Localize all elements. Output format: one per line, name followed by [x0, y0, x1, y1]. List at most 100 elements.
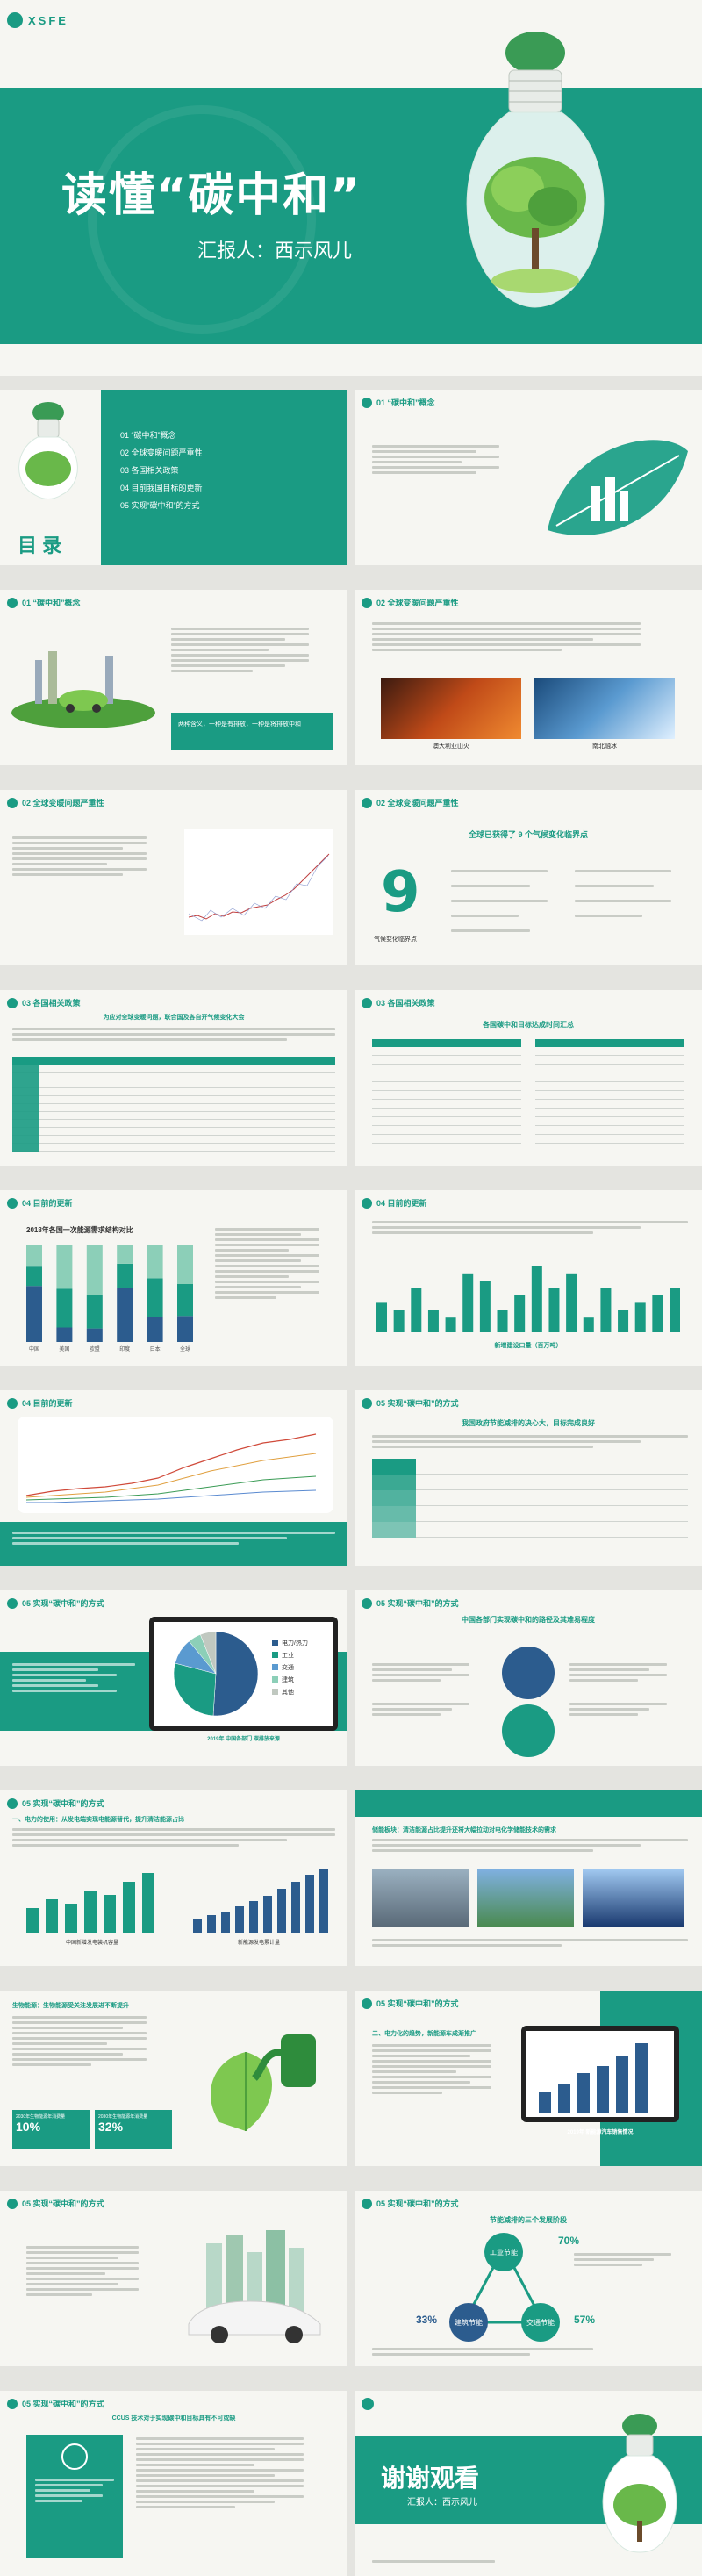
capacity-bar: [411, 1288, 422, 1332]
storage-title: 储能板块：清洁能源占比提升还将大幅拉动对电化学储能技术的需求: [372, 1827, 556, 1833]
toc-item-2[interactable]: 02 全球变暖问题严重性: [120, 448, 203, 457]
power-title: 一、电力的使用：从发电端实现电能源替代，提升清洁能源占比: [12, 1817, 184, 1823]
stage-node-industry: 工业节能: [484, 2233, 523, 2271]
cover-seal-watermark: [88, 105, 316, 334]
storage-text: [372, 1836, 688, 1855]
toc-item-1[interactable]: 01 “碳中和”概念: [120, 431, 176, 440]
concept-intro-text: [372, 442, 521, 477]
ccus-slide: 05 实现“碳中和”的方式 CCUS 技术对于实现碳中和目标具有不可或缺: [0, 2391, 347, 2576]
capacity-caption: 新增建设口量（百万吨）: [494, 1343, 562, 1349]
stacked-bar-segment: [147, 1278, 163, 1317]
tipping-count-label: 气候变化临界点: [374, 936, 417, 943]
pie-slice: [212, 1631, 259, 1717]
toc-item-5[interactable]: 05 实现“碳中和”的方式: [120, 501, 200, 510]
three-stages-slide: 05 实现“碳中和”的方式 节能减排的三个发展阶段 工业节能 建筑节能 交通节能…: [355, 2191, 702, 2366]
country-targets-slide: 03 各国相关政策 各国碳中和目标达成时间汇总: [355, 990, 702, 1166]
section-dot-icon: [7, 1397, 18, 1409]
tipping-list: [451, 867, 688, 935]
photo-ice-melt: [534, 678, 675, 739]
section-header: 02 全球变暖问题严重性: [362, 797, 459, 808]
new-capacity-slide: 04 目前的更新 新增建设口量（百万吨）: [355, 1190, 702, 1366]
section-dot-icon: [362, 1197, 372, 1209]
tipping-subtitle: 全球已获得了 9 个气候变化临界点: [468, 830, 588, 839]
section-header: 05 实现“碳中和”的方式: [362, 1397, 459, 1409]
photo-solar-panels: [583, 1869, 684, 1927]
stacked-bar-segment: [26, 1266, 42, 1287]
stacked-bar-segment: [117, 1263, 133, 1288]
stage-pct-building: 33%: [416, 2314, 438, 2326]
ev-caption: 2019年 新能源汽车销售情况: [567, 2130, 634, 2135]
toc-slide: 目 录 01 “碳中和”概念 02 全球变暖问题严重性 03 各国相关政策 04…: [0, 390, 347, 565]
capacity-bar: [479, 1281, 491, 1332]
storage-top-band: [355, 1790, 702, 1817]
capacity-bar: [600, 1288, 612, 1332]
power-text: [12, 1826, 335, 1849]
stacked-bar-segment: [177, 1284, 193, 1317]
tipping-count: 9: [381, 860, 420, 925]
stage-notes-bottom: [372, 2345, 688, 2358]
section-header: 02 全球变暖问题严重性: [7, 797, 104, 808]
path-left-text: [372, 1661, 486, 1719]
capacity-bar: [531, 1266, 542, 1332]
photo-battery-storage: [372, 1869, 469, 1927]
leaf-icon: [7, 12, 23, 28]
china-progress-slide: 05 实现“碳中和”的方式 我国政府节能减排的决心大，目标完成良好: [355, 1390, 702, 1566]
section-header: 04 目前的更新: [7, 1397, 73, 1409]
pie-legend-swatch: [272, 1689, 278, 1695]
pie-legend-label: 建筑: [282, 1675, 294, 1683]
ev-city-text: [26, 2243, 158, 2299]
section-header: 05 实现“碳中和”的方式: [7, 1597, 104, 1609]
stacked-bar-segment: [26, 1286, 42, 1342]
ev-title: 二、电力化的趋势，新能源车成渐推广: [372, 2031, 476, 2037]
capacity-bar: [393, 1310, 405, 1332]
stacked-bar-segment: [86, 1328, 103, 1342]
pie-slice: [173, 1662, 217, 1717]
severity-text: [372, 620, 688, 654]
stacked-bar-tick-label: 全球: [180, 1345, 190, 1353]
stacked-bar-segment: [86, 1295, 103, 1329]
energy-notes: [215, 1225, 338, 1302]
stacked-bar-tick-label: 美国: [59, 1345, 69, 1353]
bio-stat-1-label: 2030年生物能源年消费量: [16, 2114, 66, 2120]
capacity-bar: [566, 1273, 577, 1332]
thanks-reporter: 汇报人：西示风儿: [407, 2498, 477, 2508]
pie-caption: 2019年 中国各部门 碳排放来源: [207, 1737, 280, 1742]
stacked-bar-segment: [56, 1288, 73, 1328]
brand-name: XSFE: [28, 13, 68, 27]
lightbulb-tree-illustration: [466, 32, 605, 308]
capacity-bar: [652, 1295, 663, 1332]
section-header: 05 实现“碳中和”的方式: [7, 1797, 104, 1809]
stacked-bar-segment: [117, 1245, 133, 1264]
bulb-tree-illustration: [602, 2414, 677, 2553]
pie-legend-swatch: [272, 1676, 278, 1683]
capacity-bar: [462, 1273, 474, 1332]
concept-slide: 01 “碳中和”概念 两种含义，一种是有排放，一种是将排放中和: [0, 590, 347, 765]
section-dot-icon: [362, 1397, 372, 1409]
power-slide: 05 实现“碳中和”的方式 一、电力的使用：从发电端实现电能源替代，提升清洁能源…: [0, 1790, 347, 1966]
capacity-bar: [548, 1288, 560, 1332]
stacked-bar-tick-label: 日本: [150, 1345, 161, 1353]
toc-item-3[interactable]: 03 各国相关政策: [120, 466, 179, 475]
severity-chart-slide: 02 全球变暖问题严重性: [0, 790, 347, 965]
photo-wind-farm: [477, 1869, 574, 1927]
section-header: 05 实现“碳中和”的方式: [362, 1597, 459, 1609]
stacked-bar-segment: [177, 1245, 193, 1284]
section-header: 04 目前的更新: [362, 1197, 427, 1209]
stacked-bar-segment: [117, 1288, 133, 1342]
capacity-bar: [618, 1310, 629, 1332]
temperature-line-chart: [184, 829, 333, 935]
capacity-bar: [514, 1295, 526, 1332]
toc-item-4[interactable]: 04 目前我国目标的更新: [120, 484, 203, 492]
concept-body: [171, 625, 333, 675]
policy-title: 为应对全球变暖问题，联合国及各自开气候变化大会: [103, 1015, 245, 1021]
thanks-slide: 谢谢观看 汇报人：西示风儿: [355, 2391, 702, 2576]
stage-notes-right: [574, 2250, 688, 2269]
bio-title: 生物能源：生物能源受关注发展进不断提升: [12, 2003, 129, 2009]
power-caption-2: 新能源发电累计量: [237, 1941, 280, 1946]
green-earth-car-illustration: [11, 651, 155, 728]
section-header: 05 实现“碳中和”的方式: [7, 2398, 104, 2409]
section-dot-icon: [362, 597, 372, 608]
section-header: 05 实现“碳中和”的方式: [362, 1998, 459, 2009]
concept-intro-slide: 01 “碳中和”概念: [355, 390, 702, 565]
